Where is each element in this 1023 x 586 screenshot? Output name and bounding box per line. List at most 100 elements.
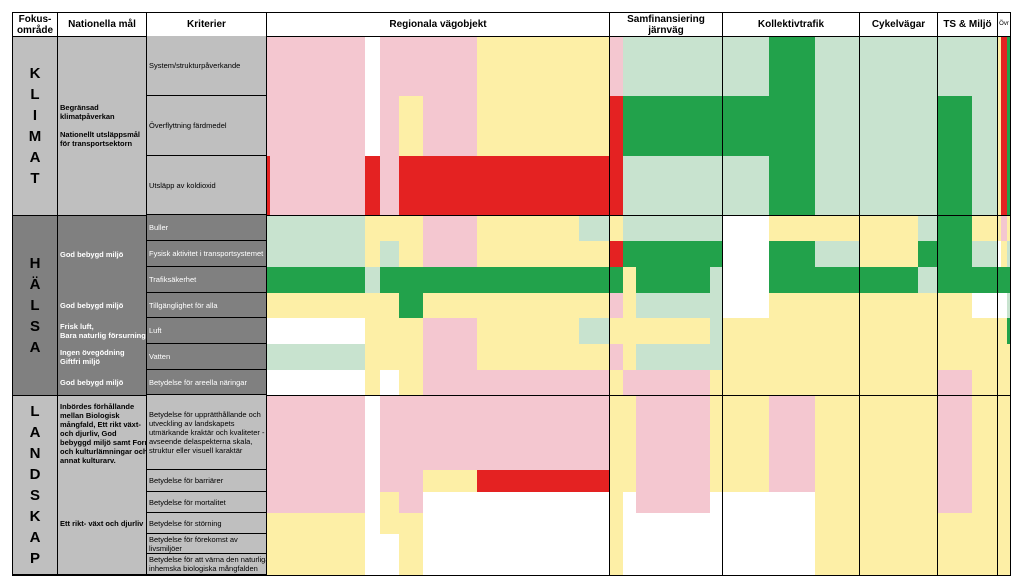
- matrix-cell: [267, 156, 270, 215]
- matrix-cell: [769, 241, 815, 267]
- matrix-cell: [769, 344, 815, 370]
- goals-block-landscape: [57, 395, 147, 575]
- matrix-cell: [579, 36, 609, 96]
- matrix-cell: [859, 344, 918, 370]
- matrix-cell: [352, 293, 365, 318]
- matrix-cell: [399, 344, 423, 370]
- matrix-cell: [579, 554, 609, 575]
- matrix-cell: [722, 36, 769, 96]
- matrix-cell: [423, 96, 477, 156]
- matrix-cell: [270, 370, 352, 395]
- goal-health-4: Ingen övegödning Giftfri miljö: [60, 348, 125, 366]
- matrix-cell: [722, 293, 769, 318]
- matrix-cell: [579, 267, 609, 293]
- criterion-8: Luft: [146, 318, 267, 344]
- header-cycle-paths: Cykelvägar: [859, 12, 938, 37]
- section-divider: [266, 36, 1011, 37]
- group-divider: [859, 36, 860, 576]
- matrix-cell: [1007, 36, 1011, 96]
- matrix-cell: [609, 96, 623, 156]
- matrix-cell: [722, 215, 769, 241]
- matrix-cell: [722, 370, 769, 395]
- matrix-cell: [815, 470, 859, 492]
- matrix-cell: [972, 554, 997, 575]
- matrix-cell: [1001, 554, 1007, 575]
- matrix-cell: [859, 267, 918, 293]
- matrix-cell: [937, 370, 972, 395]
- matrix-cell: [636, 395, 710, 470]
- matrix-cell: [1007, 318, 1011, 344]
- matrix-cell: [579, 492, 609, 513]
- matrix-cell: [270, 534, 352, 554]
- matrix-cell: [609, 513, 623, 534]
- matrix-cell: [609, 395, 623, 470]
- matrix-cell: [972, 492, 997, 513]
- matrix-cell: [609, 318, 623, 344]
- matrix-cell: [477, 96, 579, 156]
- matrix-cell: [270, 267, 352, 293]
- criterion-14: Betydelse för störning: [146, 513, 267, 534]
- matrix-cell: [423, 36, 477, 96]
- matrix-cell: [352, 156, 365, 215]
- matrix-cell: [636, 293, 710, 318]
- matrix-cell: [918, 370, 937, 395]
- matrix-cell: [423, 554, 477, 575]
- matrix-cell: [1007, 370, 1011, 395]
- matrix-cell: [579, 370, 609, 395]
- matrix-cell: [267, 96, 270, 156]
- matrix-cell: [623, 554, 636, 575]
- matrix-cell: [997, 554, 1001, 575]
- matrix-cell: [267, 492, 270, 513]
- matrix-cell: [365, 492, 380, 513]
- matrix-cell: [710, 241, 722, 267]
- bottom-border: [266, 575, 1011, 576]
- matrix-cell: [918, 293, 937, 318]
- matrix-cell: [365, 267, 380, 293]
- goal-health-2: God bebygd miljö: [60, 301, 124, 310]
- matrix-cell: [769, 156, 815, 215]
- matrix-cell: [399, 156, 423, 215]
- matrix-cell: [623, 318, 636, 344]
- matrix-cell: [997, 156, 1001, 215]
- matrix-cell: [399, 395, 423, 470]
- criterion-15: Betydelse för förekomst av livsmiljöer: [146, 534, 267, 554]
- matrix-cell: [937, 96, 972, 156]
- focus-label-climate: K L I M A T: [28, 65, 42, 187]
- matrix-cell: [380, 492, 399, 513]
- matrix-cell: [918, 470, 937, 492]
- criterion-11: Betydelse för upprätthållande och utveck…: [146, 395, 267, 470]
- matrix-cell: [623, 370, 636, 395]
- matrix-cell: [710, 395, 722, 470]
- matrix-cell: [997, 318, 1001, 344]
- matrix-cell: [365, 370, 380, 395]
- goals-block-climate: [57, 36, 147, 216]
- matrix-cell: [997, 241, 1001, 267]
- matrix-cell: [1007, 492, 1011, 513]
- matrix-cell: [918, 96, 937, 156]
- matrix-cell: [997, 293, 1001, 318]
- matrix-cell: [1007, 96, 1011, 156]
- matrix-cell: [380, 554, 399, 575]
- matrix-cell: [918, 267, 937, 293]
- matrix-cell: [1001, 513, 1007, 534]
- goal-landscape-2: Ett rikt- växt och djurliv: [60, 519, 144, 528]
- matrix-cell: [623, 96, 636, 156]
- matrix-cell: [399, 318, 423, 344]
- matrix-cell: [579, 293, 609, 318]
- matrix-cell: [270, 36, 352, 96]
- matrix-cell: [623, 293, 636, 318]
- matrix-cell: [380, 96, 399, 156]
- matrix-cell: [859, 395, 918, 470]
- matrix-cell: [769, 534, 815, 554]
- matrix-cell: [710, 156, 722, 215]
- matrix-cell: [710, 267, 722, 293]
- matrix-cell: [365, 293, 380, 318]
- matrix-cell: [815, 156, 859, 215]
- matrix-cell: [1007, 534, 1011, 554]
- matrix-cell: [380, 156, 399, 215]
- matrix-cell: [579, 96, 609, 156]
- matrix-cell: [365, 215, 380, 241]
- matrix-cell: [859, 470, 918, 492]
- matrix-cell: [722, 470, 769, 492]
- matrix-cell: [859, 293, 918, 318]
